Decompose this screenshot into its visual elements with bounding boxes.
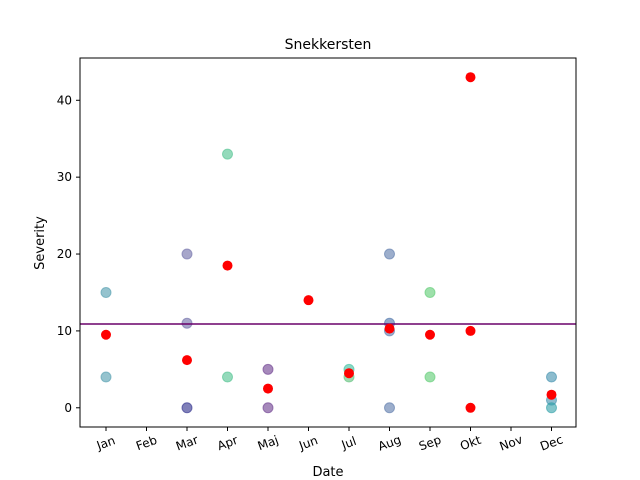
y-tick-label: 40	[57, 93, 72, 107]
x-axis-label: Date	[312, 465, 343, 480]
data-point	[262, 363, 274, 375]
y-tick-label: 20	[57, 247, 72, 261]
data-point	[101, 329, 111, 340]
data-point	[100, 371, 112, 383]
data-point	[424, 371, 436, 383]
y-axis-label: Severity	[33, 216, 48, 270]
data-point	[303, 295, 314, 306]
data-point	[384, 248, 395, 260]
x-tick-label: Feb	[134, 433, 159, 453]
data-point	[465, 72, 476, 83]
data-point	[546, 371, 557, 383]
data-point	[425, 329, 435, 340]
data-point	[263, 383, 273, 394]
x-tick-label: Jun	[296, 433, 319, 453]
y-tick-label: 30	[57, 170, 72, 184]
data-point	[222, 371, 233, 383]
x-tick-label: Jul	[339, 434, 358, 452]
data-point	[384, 323, 395, 334]
data-point	[465, 325, 476, 336]
chart-title: Snekkersten	[285, 37, 372, 53]
data-point	[181, 248, 193, 260]
data-point	[546, 402, 557, 414]
x-tick-label: Maj	[256, 433, 281, 453]
x-tick-label: Okt	[458, 433, 483, 453]
data-point	[424, 286, 436, 298]
x-tick-label: Jan	[94, 433, 117, 453]
data-point	[344, 368, 354, 379]
data-point	[222, 260, 233, 271]
x-tick-label: Apr	[215, 433, 239, 453]
data-point	[546, 389, 557, 400]
data-point	[465, 402, 476, 413]
y-tick-label: 0	[64, 401, 72, 415]
data-point	[384, 402, 395, 414]
data-point	[182, 355, 192, 366]
data-point	[181, 402, 193, 414]
data-point	[262, 402, 274, 414]
y-tick-label: 10	[57, 324, 72, 338]
data-point	[222, 148, 233, 160]
data-point	[100, 286, 112, 298]
plot-frame	[79, 57, 577, 428]
